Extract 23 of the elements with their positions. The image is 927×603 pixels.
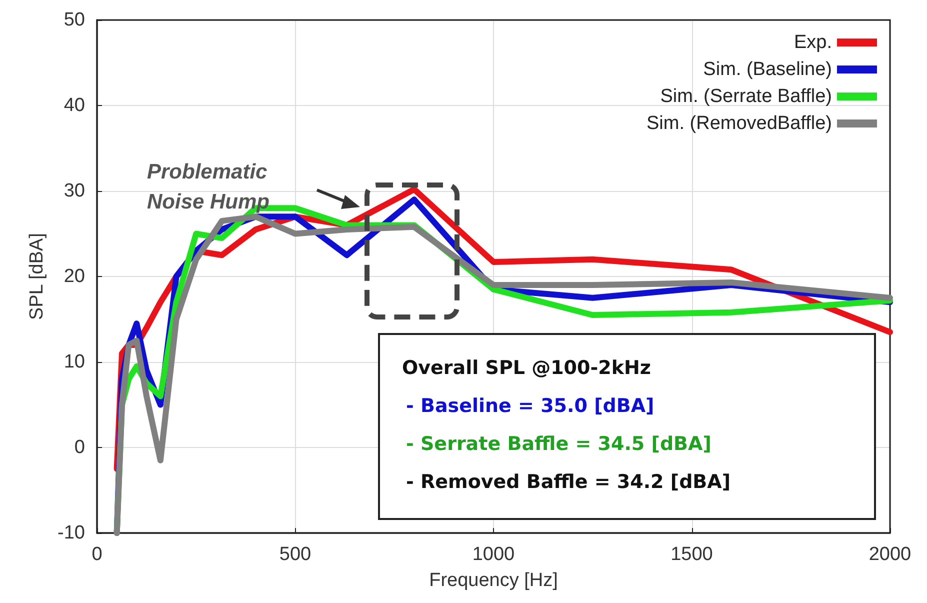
y-tick-label: 50: [64, 10, 85, 30]
legend-label: Sim. (RemovedBaffle): [646, 113, 832, 134]
annotation: Problematic Noise Hump: [147, 160, 274, 214]
x-tick-label: 2000: [868, 544, 912, 565]
annotation: Overall SPL @100-2kHz: [402, 357, 651, 379]
annotation: - Baseline = 35.0 [dBA]: [406, 395, 654, 417]
y-axis-title: SPL [dBA]: [26, 233, 48, 320]
x-tick-label: 500: [279, 544, 312, 565]
legend-label: Sim. (Serrate Baffle): [660, 86, 832, 107]
annotation: - Serrate Baffle = 34.5 [dBA]: [406, 433, 712, 455]
x-axis-title: Frequency [Hz]: [429, 570, 558, 591]
annotation: - Removed Baffle = 34.2 [dBA]: [406, 471, 731, 493]
y-tick-label: 0: [74, 437, 85, 458]
x-tick-label: 1000: [472, 544, 515, 565]
y-tick-label: 40: [64, 95, 85, 116]
y-tick-label: -10: [58, 522, 85, 544]
x-tick-label: 0: [92, 544, 102, 565]
x-tick-label: 1500: [670, 544, 713, 565]
legend-label: Sim. (Baseline): [703, 59, 832, 80]
y-tick-label: 30: [64, 180, 85, 202]
y-tick-label: 10: [64, 352, 85, 372]
legend-label: Exp.: [794, 32, 832, 53]
y-tick-label: 20: [64, 266, 85, 287]
